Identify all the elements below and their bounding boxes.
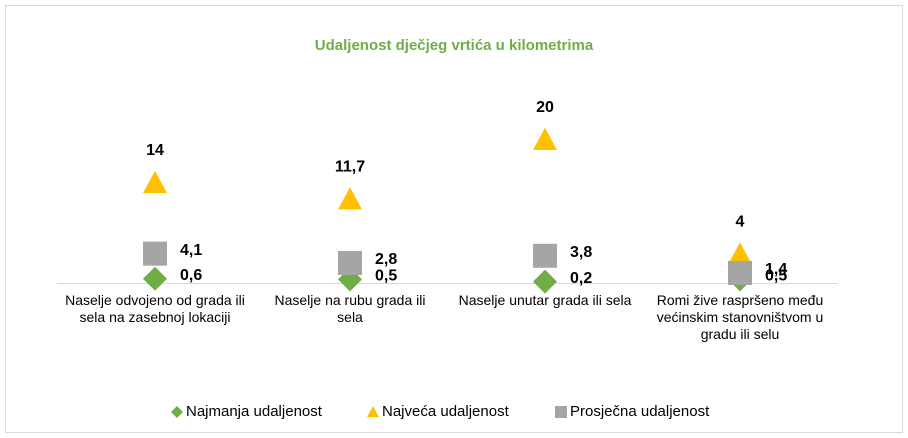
legend-label: Najmanja udaljenost <box>186 403 323 420</box>
legend-label: Prosječna udaljenost <box>570 403 710 420</box>
data-label: 2,8 <box>375 251 397 268</box>
data-point <box>143 170 167 193</box>
legend-marker <box>555 406 567 418</box>
data-label: 4 <box>736 214 745 231</box>
data-point <box>533 127 557 150</box>
data-point <box>728 260 752 285</box>
data-point <box>533 243 557 268</box>
chart-border <box>5 5 903 433</box>
x-tick-label: Naselje unutar grada ili sela <box>458 292 632 308</box>
data-label: 0,5 <box>765 268 787 285</box>
data-point <box>338 187 362 210</box>
chart-title: Udaljenost dječjeg vrtića u kilometrima <box>315 37 594 54</box>
x-tick-label: Romi žive raspršeno među većinskim stano… <box>656 292 824 342</box>
data-point <box>143 266 167 291</box>
data-label: 1,4 <box>765 261 787 278</box>
legend-label: Najveća udaljenost <box>382 403 510 420</box>
data-label: 4,1 <box>180 242 202 259</box>
data-label: 0,6 <box>180 267 202 284</box>
data-point <box>533 269 557 294</box>
data-label: 14 <box>146 142 164 159</box>
legend-marker <box>171 406 183 418</box>
data-label: 0,2 <box>570 270 592 287</box>
data-label: 11,7 <box>335 158 365 175</box>
data-label: 3,8 <box>570 244 592 261</box>
x-tick-label: Naselje odvojeno od grada ili sela na za… <box>65 292 245 325</box>
data-label: 0,5 <box>375 268 397 285</box>
legend-marker <box>367 406 379 418</box>
data-label: 20 <box>536 99 554 116</box>
data-point <box>143 241 167 266</box>
x-tick-label: Naselje na rubu grada ili sela <box>274 292 426 325</box>
data-point <box>338 250 362 275</box>
data-point <box>728 242 752 265</box>
